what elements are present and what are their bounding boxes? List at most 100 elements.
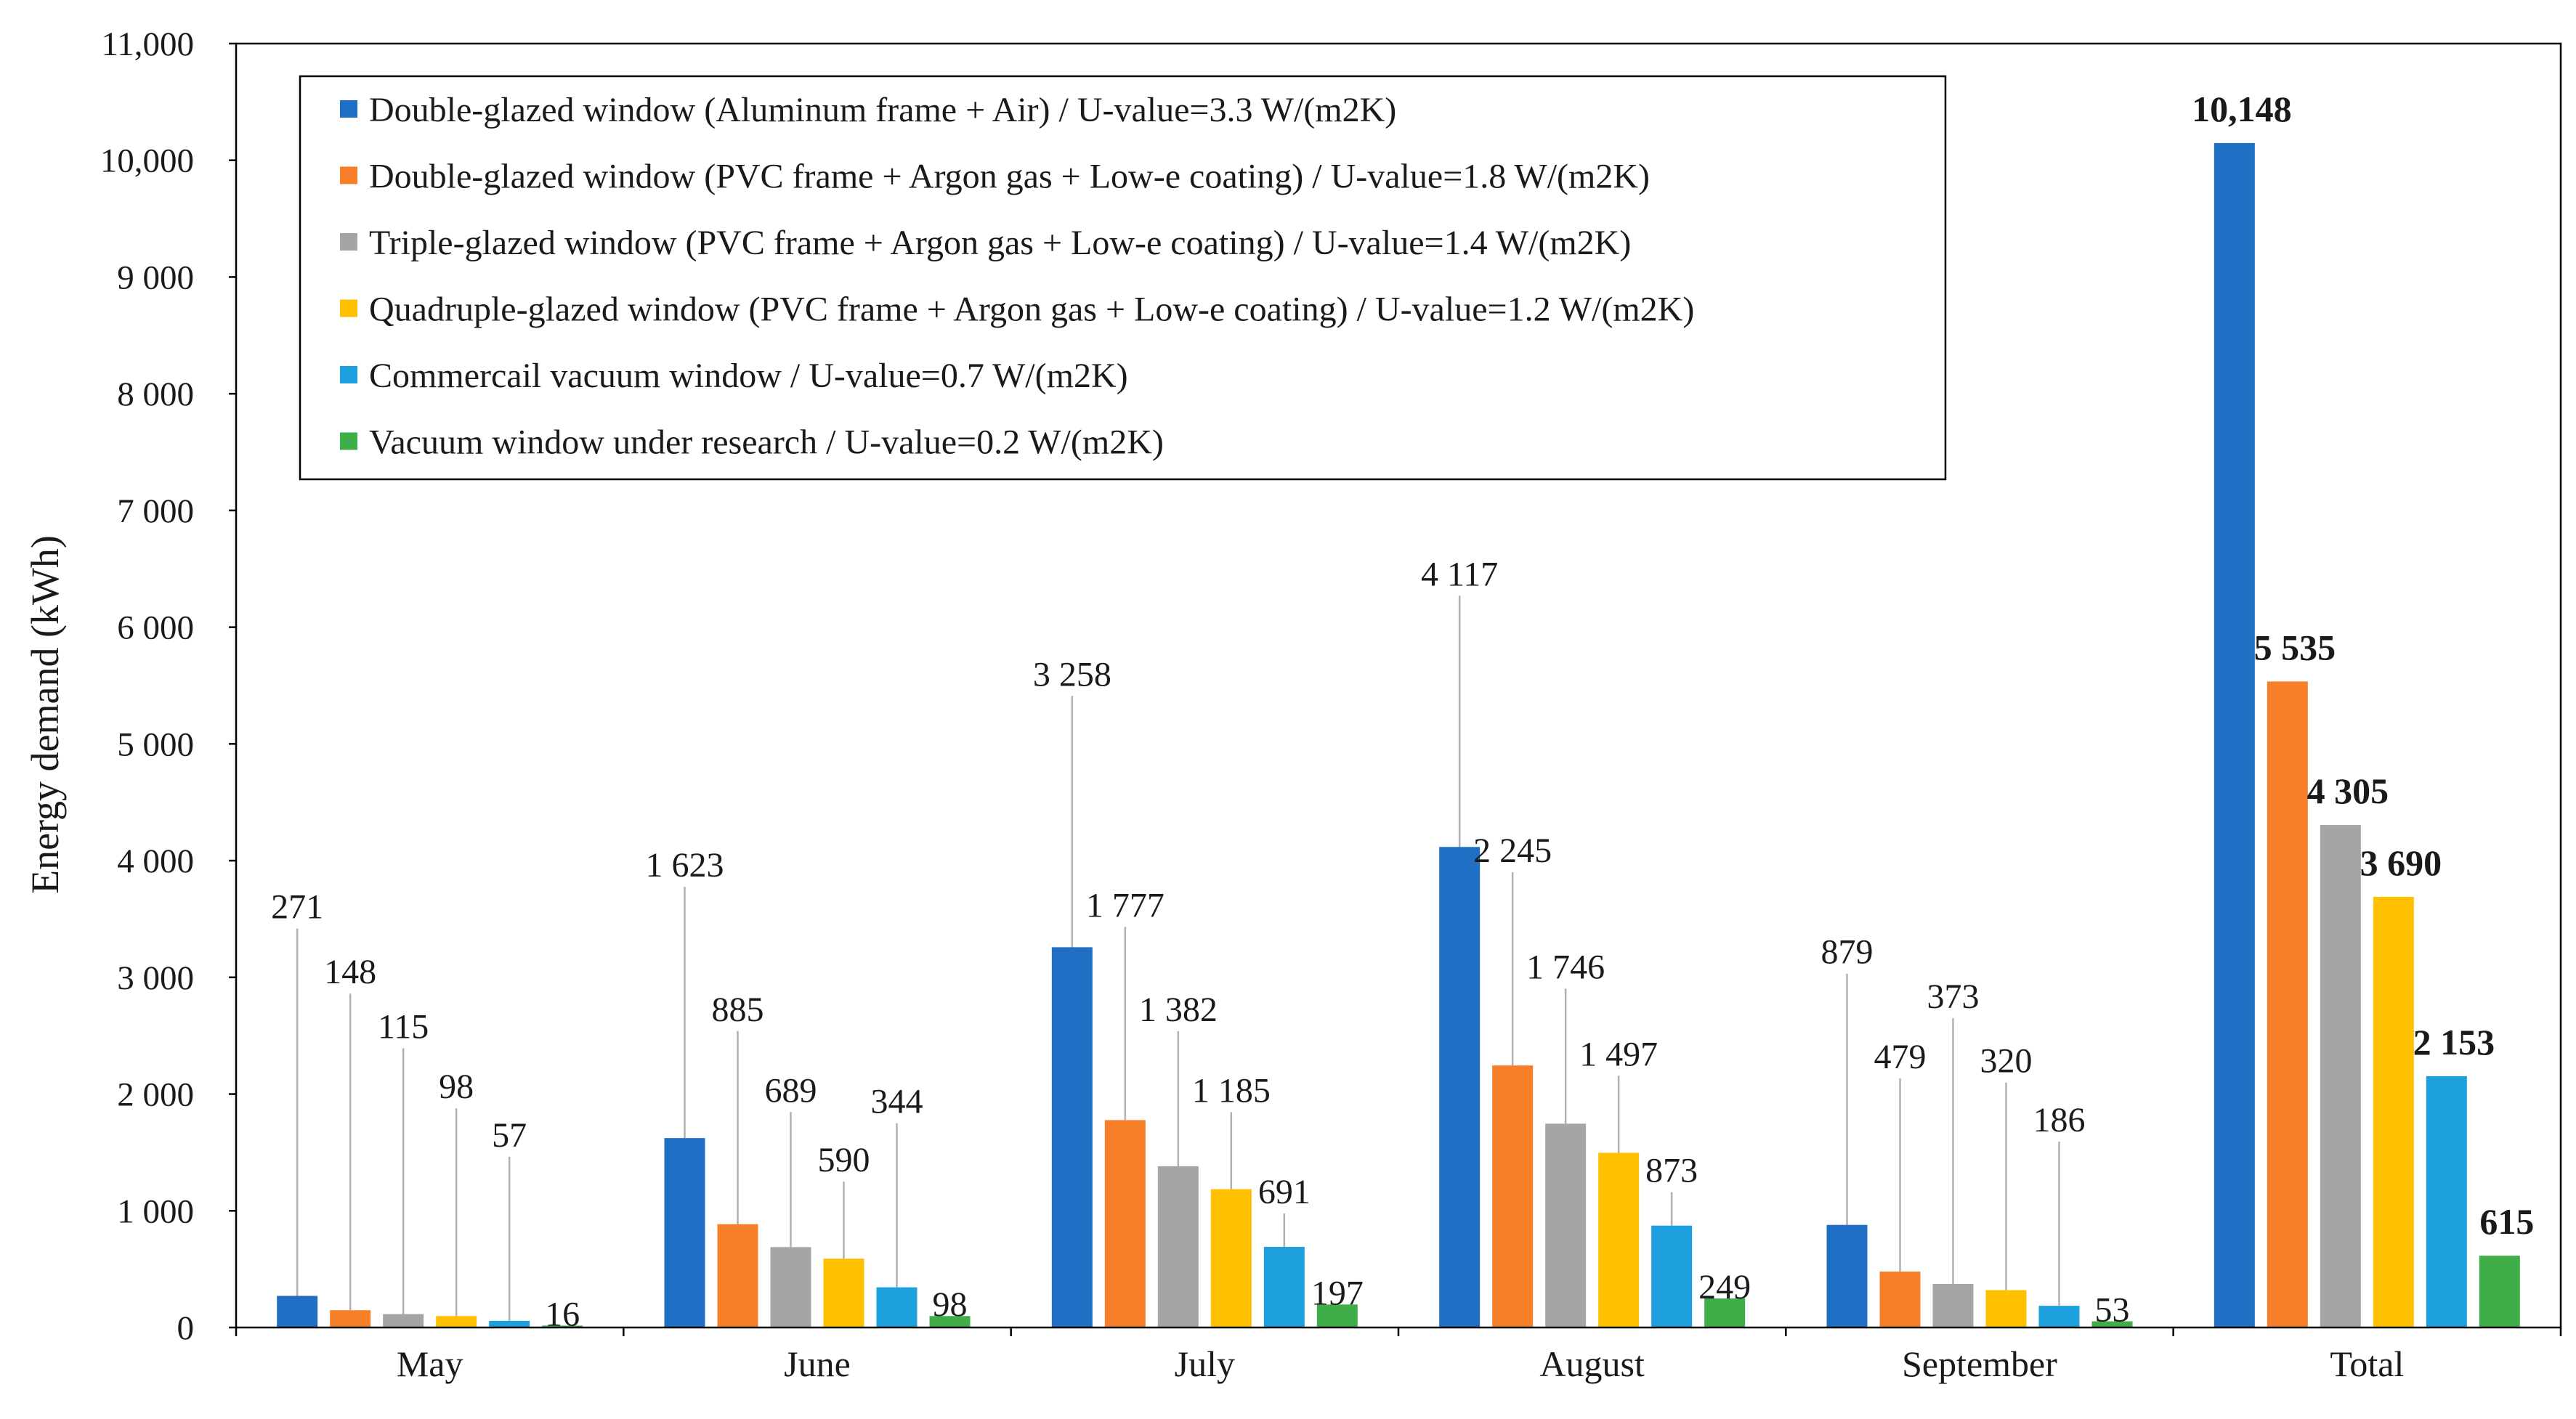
- y-tick-label: 3 000: [117, 959, 194, 997]
- x-category-label: August: [1539, 1343, 1645, 1384]
- legend-swatch: [340, 166, 357, 184]
- data-label: 879: [1821, 933, 1874, 972]
- legend-label: Quadruple-glazed window (PVC frame + Arg…: [369, 290, 1694, 329]
- data-label: 4 305: [2307, 771, 2389, 811]
- x-category-label: June: [784, 1343, 851, 1384]
- y-tick-label: 1 000: [117, 1192, 194, 1230]
- y-tick-label: 7 000: [117, 492, 194, 530]
- y-tick-label: 0: [177, 1309, 195, 1347]
- y-tick-label: 11,000: [101, 25, 194, 63]
- bar: [1651, 1225, 1693, 1327]
- data-label: 197: [1311, 1274, 1364, 1312]
- bar: [1879, 1272, 1921, 1327]
- data-label: 344: [871, 1083, 923, 1121]
- bar: [1157, 1166, 1199, 1327]
- data-label: 3 258: [1033, 655, 1111, 694]
- data-label: 691: [1258, 1173, 1311, 1211]
- data-label: 1 497: [1579, 1035, 1658, 1073]
- bar: [2267, 681, 2308, 1327]
- legend-box: [299, 75, 1947, 481]
- data-label: 98: [933, 1285, 968, 1324]
- data-label: 1 746: [1526, 948, 1605, 986]
- bar: [330, 1310, 371, 1327]
- bar: [1704, 1298, 1746, 1327]
- legend-swatch: [340, 299, 357, 317]
- data-label: 1 777: [1086, 886, 1165, 924]
- x-category-label: Total: [2330, 1343, 2404, 1384]
- legend-label: Triple-glazed window (PVC frame + Argon …: [369, 224, 1631, 262]
- bar: [277, 1296, 318, 1327]
- data-label: 57: [492, 1116, 527, 1155]
- data-label: 689: [765, 1071, 817, 1110]
- legend-label: Vacuum window under research / U-value=0…: [369, 423, 1164, 462]
- data-label: 186: [2033, 1101, 2086, 1139]
- data-label: 4 117: [1421, 555, 1498, 593]
- bar: [1316, 1304, 1358, 1327]
- data-label: 148: [324, 953, 376, 991]
- y-tick-label: 10,000: [100, 142, 194, 180]
- data-label: 2 153: [2413, 1022, 2495, 1062]
- x-category-label: July: [1175, 1343, 1235, 1384]
- y-tick-label: 2 000: [117, 1076, 194, 1114]
- legend-label: Commercail vacuum window / U-value=0.7 W…: [369, 357, 1128, 395]
- x-category-label: September: [1902, 1343, 2057, 1384]
- data-label: 320: [1980, 1042, 2033, 1081]
- data-label: 3 690: [2360, 842, 2442, 883]
- y-tick-label: 8 000: [117, 375, 194, 413]
- bar: [1932, 1284, 1974, 1327]
- data-label: 16: [545, 1295, 580, 1333]
- bar: [2320, 825, 2361, 1327]
- data-label: 5 535: [2254, 627, 2336, 667]
- bar: [2091, 1321, 2133, 1327]
- data-label: 373: [1927, 977, 1980, 1016]
- x-category-label: May: [397, 1343, 463, 1384]
- bar: [664, 1138, 705, 1327]
- data-label: 98: [439, 1068, 474, 1106]
- bar: [1826, 1224, 1868, 1327]
- y-tick-label: 5 000: [117, 725, 194, 763]
- bar: [2038, 1306, 2080, 1327]
- bar: [383, 1314, 424, 1327]
- legend-label: Double-glazed window (PVC frame + Argon …: [369, 158, 1650, 196]
- bar: [2373, 896, 2414, 1327]
- bar: [717, 1224, 758, 1327]
- y-tick-label: 6 000: [117, 609, 194, 647]
- bar: [823, 1259, 864, 1327]
- bar: [1104, 1120, 1146, 1327]
- data-label: 115: [378, 1008, 429, 1046]
- y-axis-title: Energy demand (kWh): [23, 535, 67, 894]
- bar: [1439, 847, 1481, 1327]
- legend-swatch: [340, 100, 357, 118]
- data-label: 615: [2479, 1201, 2534, 1242]
- data-label: 53: [2095, 1290, 2130, 1329]
- bar: [542, 1325, 583, 1327]
- bar: [1598, 1152, 1640, 1327]
- data-label: 2 245: [1473, 832, 1552, 870]
- bar: [929, 1316, 971, 1327]
- bar: [1985, 1290, 2027, 1327]
- data-label: 1 382: [1139, 991, 1218, 1029]
- bar: [876, 1287, 918, 1327]
- data-label: 249: [1698, 1268, 1751, 1306]
- bar: [1051, 947, 1093, 1327]
- data-label: 590: [818, 1141, 870, 1179]
- legend-swatch: [340, 233, 357, 251]
- data-label: 885: [712, 991, 764, 1029]
- data-label: 10,148: [2192, 89, 2292, 129]
- bar: [770, 1247, 811, 1327]
- data-label: 479: [1874, 1038, 1927, 1076]
- data-label: 1 623: [646, 846, 724, 885]
- bar: [1492, 1065, 1534, 1327]
- legend-label: Double-glazed window (Aluminum frame + A…: [369, 91, 1396, 129]
- data-label: 1 185: [1192, 1072, 1271, 1110]
- data-label: 873: [1645, 1152, 1698, 1190]
- bar: [2426, 1076, 2467, 1327]
- bar: [1210, 1189, 1252, 1327]
- legend-swatch: [340, 432, 357, 450]
- data-label: 271: [271, 887, 323, 926]
- y-tick-label: 4 000: [117, 842, 194, 880]
- bar: [2479, 1256, 2520, 1327]
- legend-swatch: [340, 366, 357, 383]
